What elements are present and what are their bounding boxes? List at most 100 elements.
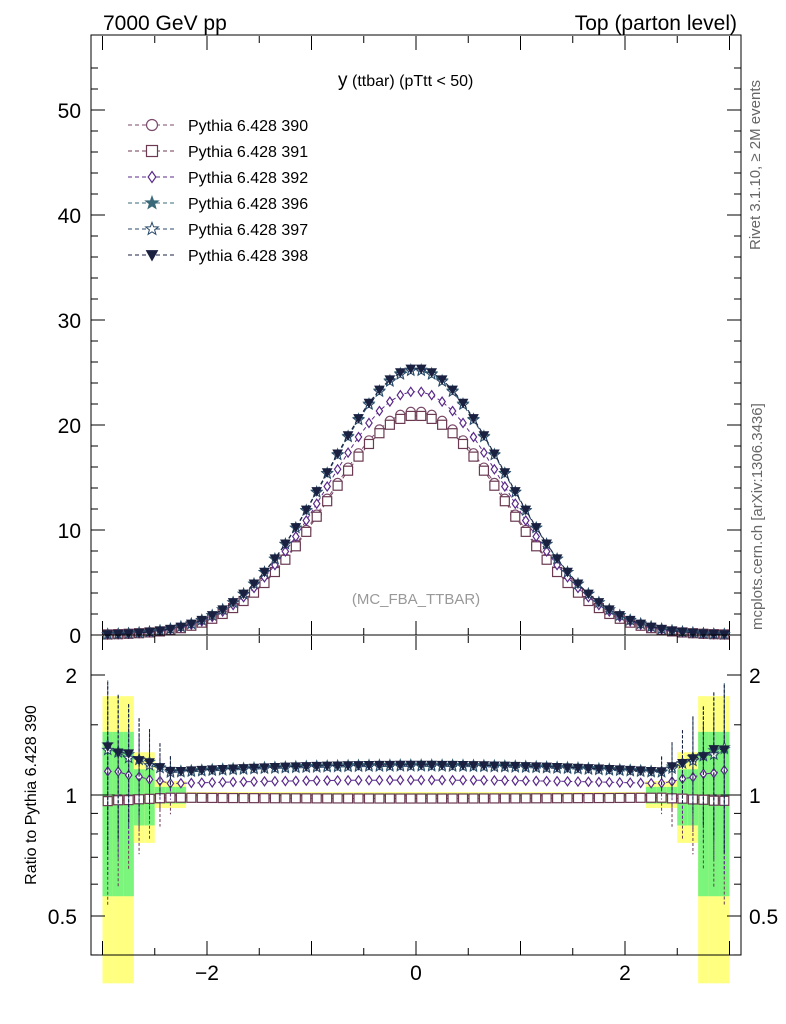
data-point (510, 511, 521, 522)
data-point (459, 417, 467, 429)
ratio-point (584, 776, 593, 788)
data-point (144, 627, 155, 638)
ratio-point (562, 763, 573, 773)
ratio-point (636, 777, 645, 789)
legend-entry: Pythia 6.428 392 (188, 170, 308, 187)
ratio-point (133, 756, 145, 766)
ratio-point (165, 766, 176, 777)
ratio-point (144, 758, 155, 768)
ratio-point (457, 761, 469, 771)
data-point (468, 451, 479, 462)
ratio-axis-ticks: 0.5 0.5 1 1 2 2 −2 0 2 (48, 636, 778, 985)
ratio-point (269, 762, 281, 773)
ratio-point (489, 793, 500, 804)
data-point (489, 449, 500, 460)
ratio-y-tick-label-right: 0.5 (749, 906, 778, 929)
ratio-point (480, 774, 488, 786)
x-tick-label: −2 (195, 962, 219, 985)
ratio-point (395, 793, 406, 804)
legend-entry: Pythia 6.428 397 (188, 222, 308, 239)
ratio-point (187, 777, 196, 789)
data-point (531, 541, 542, 552)
data-point (468, 414, 479, 424)
legend-entry: Pythia 6.428 398 (188, 248, 308, 265)
ratio-point (511, 775, 520, 787)
ratio-point (218, 776, 227, 788)
ratio-point (290, 793, 301, 804)
ratio-point (229, 776, 238, 788)
ratio-series-line (107, 769, 725, 784)
legend-marker (144, 220, 160, 236)
ratio-point (165, 792, 176, 803)
data-point (635, 619, 647, 630)
data-point (374, 428, 385, 439)
data-point (363, 438, 375, 450)
ratio-point (344, 774, 352, 786)
ratio-point (280, 762, 291, 773)
legend-entry: Pythia 6.428 391 (188, 144, 308, 161)
data-point (447, 428, 458, 439)
ratio-point (196, 792, 207, 803)
data-point (291, 530, 300, 543)
data-point (405, 364, 417, 375)
ratio-point (123, 749, 134, 759)
data-point (280, 539, 291, 550)
data-point (269, 554, 281, 564)
ratio-point (363, 761, 375, 771)
ratio-point (563, 775, 572, 787)
main-y-tick-label: 0 (69, 625, 81, 648)
ratio-point (574, 776, 582, 788)
data-point (698, 629, 709, 640)
plot-title-y: y (338, 70, 348, 91)
data-point (645, 622, 657, 633)
rivet-label: Rivet 3.1.10, ≥ 2M events (747, 80, 764, 250)
ratio-y-tick-label: 2 (65, 665, 77, 688)
ratio-point (426, 793, 437, 804)
data-point (123, 629, 134, 640)
data-point (406, 386, 415, 398)
ratio-point (302, 775, 311, 787)
mcplots-label: mcplots.cern.ch [arXiv:1306.3436] (749, 403, 766, 630)
ratio-point (227, 764, 239, 775)
x-tick-label: 0 (410, 962, 422, 985)
data-point (206, 611, 218, 621)
data-point (396, 389, 405, 401)
data-point (437, 419, 448, 430)
ratio-point (206, 765, 218, 776)
ratio-point (291, 775, 300, 787)
ratio-point (656, 767, 667, 777)
ratio-y-tick-label: 1 (65, 785, 77, 808)
series-pythia-6.428-398 (102, 364, 730, 640)
ratio-point (321, 761, 333, 772)
ratio-point (301, 793, 312, 804)
data-point (426, 368, 438, 378)
ratio-point (354, 774, 363, 786)
data-point (196, 615, 208, 626)
ratio-point (217, 764, 229, 775)
ratio-point (457, 793, 469, 804)
ratio-point (333, 774, 342, 786)
ratio-y-tick-label-right: 2 (749, 665, 761, 688)
ratio-point (353, 793, 364, 804)
ratio-point (250, 776, 258, 788)
ratio-point (478, 761, 490, 771)
data-point (415, 364, 427, 375)
data-point (447, 385, 458, 396)
ratio-point (626, 777, 635, 789)
data-point (666, 626, 678, 637)
ratio-point (238, 764, 249, 774)
data-point (509, 487, 521, 497)
ratio-point (656, 792, 667, 803)
data-point (353, 414, 364, 424)
ratio-point (572, 793, 584, 804)
ratio-point (687, 754, 699, 764)
ratio-point (447, 793, 458, 804)
ratio-point (416, 793, 427, 804)
ratio-point (207, 792, 218, 804)
data-point (384, 375, 396, 386)
data-point (489, 480, 500, 491)
data-point (520, 526, 531, 537)
data-point (248, 579, 260, 590)
ratio-point (375, 774, 384, 786)
